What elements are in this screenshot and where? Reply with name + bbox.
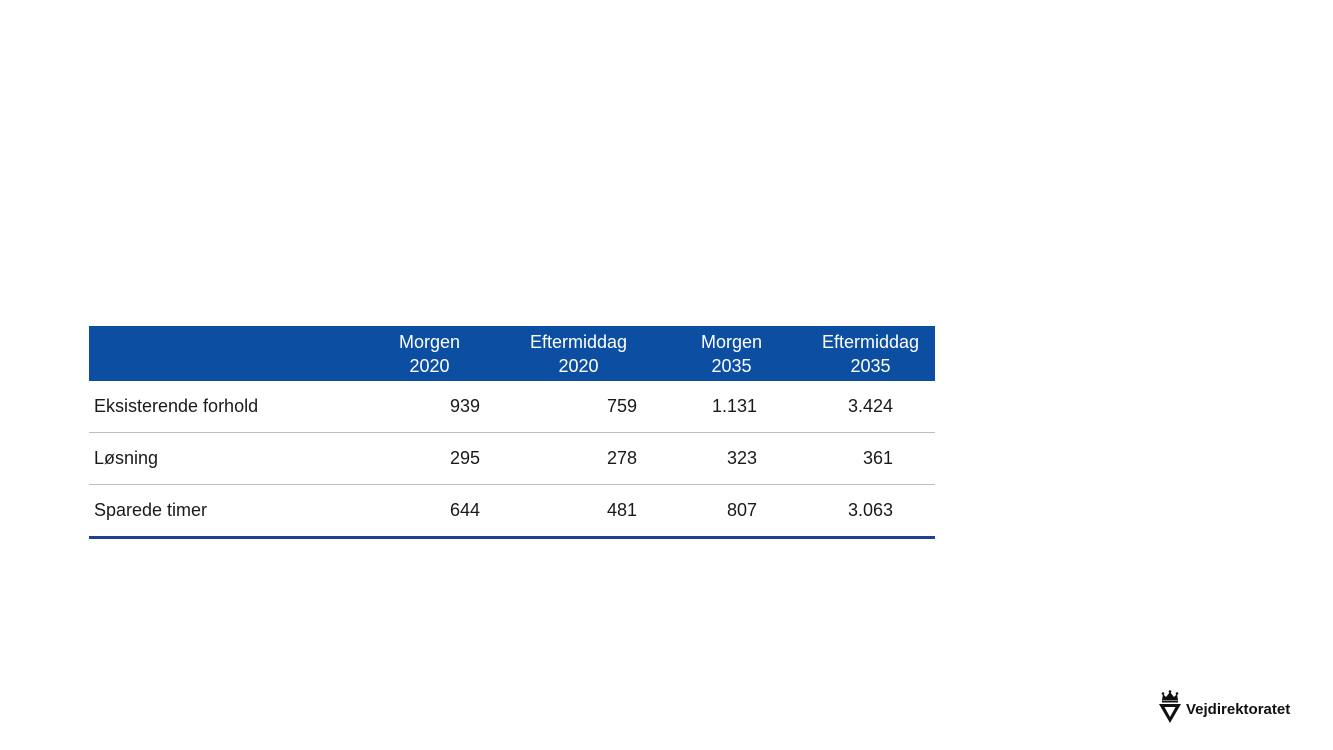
table-header: Morgen 2020 Eftermiddag 2020 Morgen 2035… [89, 326, 935, 381]
header-cell-eftermiddag-2035: Eftermiddag 2035 [806, 326, 935, 381]
table-cell: 361 [806, 432, 935, 485]
logo-wordmark: Vejdirektoratet [1186, 700, 1291, 718]
table-cell: 759 [500, 381, 657, 433]
row-label: Eksisterende forhold [89, 381, 359, 433]
table-cell: 295 [359, 432, 500, 485]
table-cell: 807 [657, 484, 806, 539]
table-cell: 3.424 [806, 381, 935, 433]
header-cell-morgen-2035: Morgen 2035 [657, 326, 806, 381]
hours-saved-table: Morgen 2020 Eftermiddag 2020 Morgen 2035… [89, 326, 935, 539]
row-label: Sparede timer [89, 484, 359, 539]
table-cell: 481 [500, 484, 657, 539]
table-cell: 939 [359, 381, 500, 433]
table-cell: 278 [500, 432, 657, 485]
table-cell: 323 [657, 432, 806, 485]
table-row: Løsning 295 278 323 361 [89, 432, 935, 485]
table-cell: 644 [359, 484, 500, 539]
table-row: Eksisterende forhold 939 759 1.131 3.424 [89, 381, 935, 433]
table-cell: 3.063 [806, 484, 935, 539]
row-label: Løsning [89, 432, 359, 485]
table-row: Sparede timer 644 481 807 3.063 [89, 484, 935, 539]
vejdirektoratet-logo: Vejdirektoratet [1158, 690, 1290, 724]
header-cell-eftermiddag-2020: Eftermiddag 2020 [500, 326, 657, 381]
crown-shield-icon [1158, 690, 1182, 724]
table-cell: 1.131 [657, 381, 806, 433]
header-cell-empty [89, 326, 359, 381]
header-cell-morgen-2020: Morgen 2020 [359, 326, 500, 381]
